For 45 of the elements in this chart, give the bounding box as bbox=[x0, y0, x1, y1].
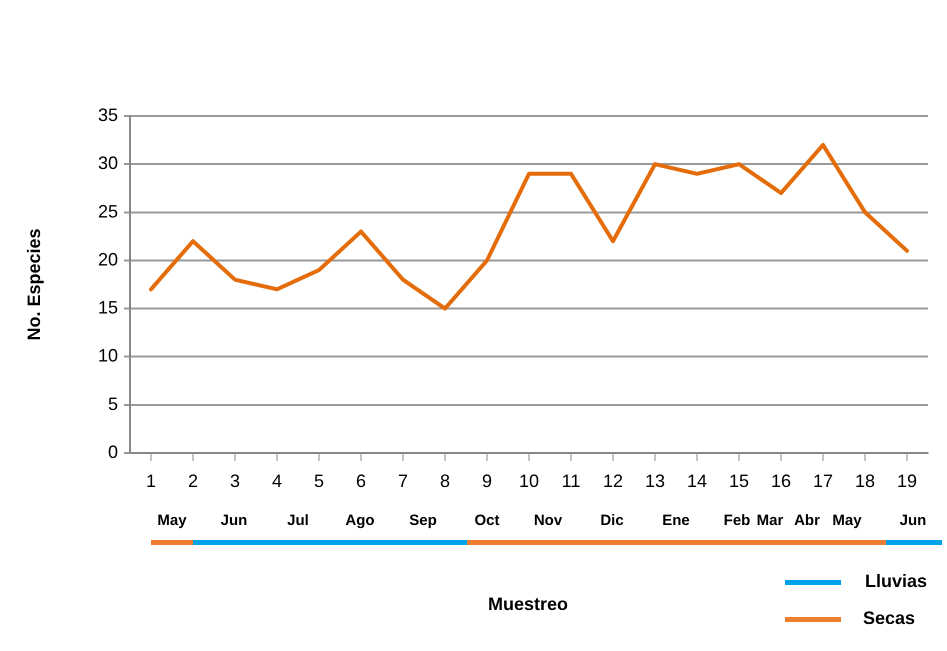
x-tick-label: 17 bbox=[812, 470, 834, 491]
text: Dic bbox=[600, 512, 624, 530]
text: Muestreo bbox=[488, 594, 568, 614]
y-tick-label: 20 bbox=[98, 249, 118, 270]
text: Mar bbox=[756, 512, 784, 530]
text: May bbox=[157, 512, 188, 530]
text: Lluvias bbox=[864, 570, 928, 591]
x-tick-label: 6 bbox=[356, 470, 366, 491]
text: Ene bbox=[662, 512, 690, 530]
text: Secas bbox=[862, 608, 916, 628]
x-tick-label: 13 bbox=[644, 470, 666, 491]
text: Jul bbox=[287, 512, 309, 530]
text: Nov bbox=[534, 512, 563, 530]
x-tick-label: 10 bbox=[518, 470, 540, 491]
x-tick-label: 7 bbox=[398, 470, 408, 491]
y-tick-label: 10 bbox=[98, 346, 118, 366]
y-tick-label: 35 bbox=[98, 104, 118, 125]
text: Feb bbox=[724, 512, 750, 530]
x-tick-label: 18 bbox=[854, 470, 876, 491]
x-tick-label: 15 bbox=[728, 470, 750, 491]
x-tick-label: 4 bbox=[272, 470, 282, 491]
x-tick-label: 2 bbox=[188, 470, 198, 491]
text: Abr bbox=[794, 512, 820, 530]
x-tick-label: 9 bbox=[482, 470, 492, 491]
x-tick-label: 19 bbox=[896, 470, 918, 491]
x-tick-label: 12 bbox=[602, 470, 624, 491]
text: Jun bbox=[220, 512, 248, 530]
text: Ago bbox=[345, 512, 375, 530]
y-tick-label: 25 bbox=[98, 201, 118, 222]
y-tick-label: 30 bbox=[98, 153, 118, 174]
text: Oct bbox=[474, 512, 500, 530]
x-tick-label: 14 bbox=[686, 470, 708, 491]
y-tick-label: 0 bbox=[108, 442, 118, 462]
text: May bbox=[832, 512, 862, 530]
x-tick-label: 1 bbox=[146, 470, 156, 491]
x-tick-label: 11 bbox=[562, 470, 580, 491]
x-tick-label: 8 bbox=[440, 470, 450, 491]
y-axis-title: No. Especies bbox=[24, 228, 44, 341]
y-tick-label: 15 bbox=[98, 298, 118, 318]
y-tick-label: 5 bbox=[108, 394, 118, 414]
x-tick-label: 5 bbox=[314, 470, 324, 491]
x-tick-label: 3 bbox=[230, 470, 240, 491]
text: Jun bbox=[900, 512, 926, 530]
text: Sep bbox=[409, 512, 437, 530]
x-tick-label: 16 bbox=[770, 470, 792, 491]
